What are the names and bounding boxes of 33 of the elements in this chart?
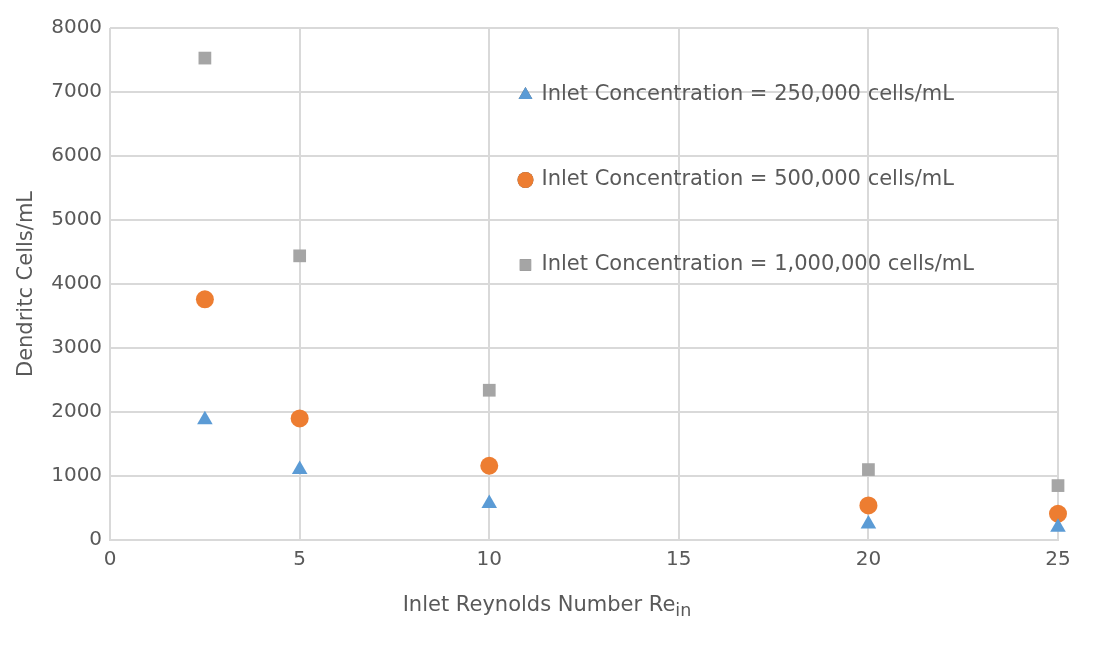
x-tick-label: 15 (666, 546, 692, 571)
y-axis-title: Dendritc Cells/mL (13, 190, 38, 378)
point (293, 249, 307, 263)
x-tick-label: 20 (855, 546, 882, 571)
x-axis-title: Inlet Reynolds Number Re$_{in}$ (401, 592, 693, 621)
y-tick-label: 2000 (51, 398, 103, 423)
point (1051, 479, 1065, 492)
point (1050, 518, 1066, 532)
point (195, 290, 214, 309)
point (860, 515, 877, 529)
x-tick-label: 25 (1045, 546, 1071, 571)
point (862, 463, 875, 476)
y-tick-label: 0 (89, 526, 103, 551)
point (480, 456, 499, 475)
y-tick-label: 7000 (51, 78, 103, 103)
point (291, 460, 308, 475)
legend-label: Inlet Concentration = 500,000 cells/mL (541, 166, 955, 191)
point (197, 410, 213, 425)
y-tick-label: 1000 (51, 462, 103, 487)
y-tick-label: 6000 (51, 142, 103, 167)
point (482, 383, 496, 397)
y-tick-label: 3000 (51, 334, 103, 359)
y-tick-label: 8000 (51, 14, 103, 39)
x-tick-label: 5 (293, 546, 307, 571)
point (859, 496, 878, 515)
legend-label: Inlet Concentration = 1,000,000 cells/mL (541, 251, 975, 276)
y-tick-label: 5000 (51, 206, 103, 231)
point (1049, 504, 1067, 523)
legend-label: Inlet Concentration = 250,000 cells/mL (541, 81, 955, 106)
y-tick-label: 4000 (51, 270, 103, 295)
point (290, 409, 309, 428)
x-tick-label: 10 (476, 546, 502, 571)
point (481, 494, 498, 509)
